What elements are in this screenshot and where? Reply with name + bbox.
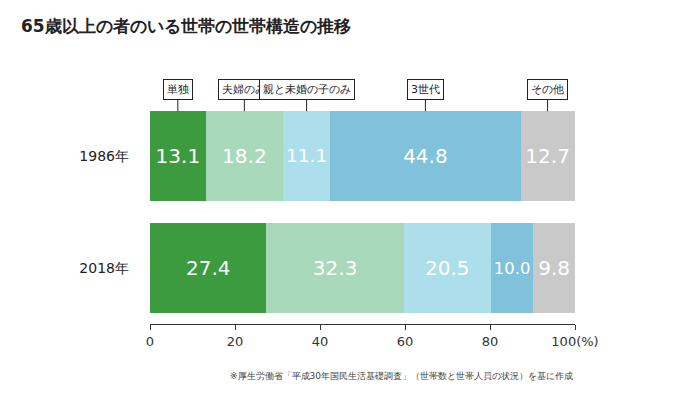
svg-text:60: 60	[397, 334, 414, 349]
svg-text:0: 0	[146, 334, 154, 349]
svg-text:10.0: 10.0	[494, 259, 530, 278]
svg-text:単独: 単独	[167, 83, 189, 96]
svg-text:3世代: 3世代	[411, 83, 440, 96]
svg-text:1986年: 1986年	[79, 148, 129, 164]
svg-text:※厚生労働省「平成30年国民生活基礎調査」（世帯数と世帯人員: ※厚生労働省「平成30年国民生活基礎調査」（世帯数と世帯人員の状況）を基に作成	[230, 371, 573, 381]
svg-text:親と未婚の子のみ: 親と未婚の子のみ	[263, 83, 351, 96]
svg-text:その他: その他	[531, 83, 564, 96]
svg-text:9.8: 9.8	[538, 256, 570, 280]
svg-text:夫婦のみ: 夫婦のみ	[222, 83, 266, 96]
svg-text:12.7: 12.7	[525, 144, 570, 168]
svg-text:100(%): 100(%)	[551, 334, 598, 349]
svg-text:44.8: 44.8	[403, 144, 448, 168]
svg-text:18.2: 18.2	[222, 144, 267, 168]
svg-text:65歳以上の者のいる世帯の世帯構造の推移: 65歳以上の者のいる世帯の世帯構造の推移	[21, 16, 351, 36]
svg-text:32.3: 32.3	[313, 256, 358, 280]
svg-text:20.5: 20.5	[425, 256, 470, 280]
svg-text:40: 40	[312, 334, 329, 349]
svg-text:80: 80	[482, 334, 499, 349]
svg-text:13.1: 13.1	[156, 144, 201, 168]
svg-text:2018年: 2018年	[79, 260, 129, 276]
svg-text:27.4: 27.4	[186, 256, 231, 280]
svg-text:20: 20	[227, 334, 244, 349]
svg-text:11.1: 11.1	[286, 145, 327, 166]
